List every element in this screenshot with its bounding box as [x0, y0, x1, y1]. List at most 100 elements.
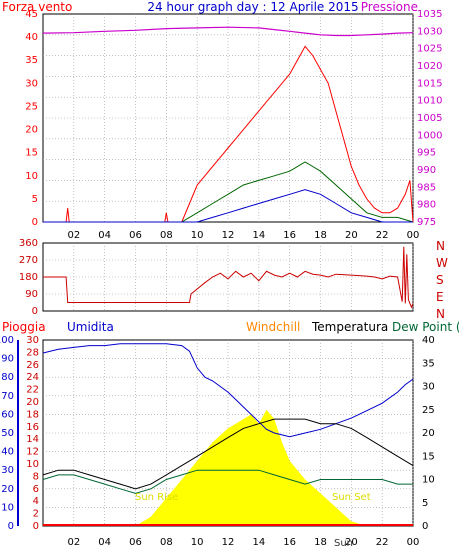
rain-y-tick: 26: [26, 360, 39, 371]
wind-y-tick: 10: [25, 171, 38, 182]
x-tick-label: 02: [67, 537, 80, 548]
pressure-y-tick: 975: [417, 217, 436, 228]
x-tick-label: 04: [98, 537, 111, 548]
temperature-y-tick: 20: [422, 428, 435, 439]
rain-y-tick: 22: [26, 385, 39, 396]
humidity-label: Umidita: [67, 320, 114, 334]
sunrise-label: Sun Rise: [135, 492, 178, 503]
chart-title: 24 hour graph day : 12 Aprile 2015: [147, 0, 358, 14]
rain-y-tick: 8: [33, 471, 39, 482]
direction-y-tick: 90: [25, 289, 38, 300]
pressure-y-tick: 980: [417, 200, 436, 211]
rain-y-tick: 12: [26, 447, 39, 458]
temperature-y-tick: 35: [422, 358, 435, 369]
line-dewpoint: [42, 469, 413, 494]
direction-series: [43, 246, 414, 309]
wind-y-tick: 35: [25, 55, 38, 66]
humidity-y-tick: 50: [1, 428, 14, 439]
x-tick-label: 00: [407, 230, 420, 241]
wind-y-tick: 5: [32, 194, 38, 205]
wind-grid: [43, 14, 414, 222]
direction-y-tick: 180: [19, 272, 38, 283]
temperature-y-tick: 25: [422, 405, 435, 416]
dewpoint-label: Dew Point (°C: [392, 320, 459, 334]
x-tick-label: 18: [314, 230, 327, 241]
x-tick-label: 12: [222, 537, 235, 548]
wind-y-tick: 40: [25, 32, 38, 43]
temperature-y-tick: 30: [422, 382, 435, 393]
wind-y-tick: 45: [25, 9, 38, 20]
humidity-y-tick: 100: [0, 335, 14, 346]
x-tick-label: 08: [160, 537, 173, 548]
x-tick-label: 16: [283, 230, 296, 241]
x-tick-label: 22: [376, 537, 389, 548]
direction-y-tick: 360: [19, 238, 38, 249]
compass-e: E: [436, 290, 444, 304]
compass-n-top: N: [436, 239, 445, 253]
x-tick-label: 06: [129, 230, 142, 241]
sun-label: Sun: [334, 538, 353, 549]
pressure-y-tick: 1005: [417, 113, 442, 124]
rain-label: Pioggia: [2, 320, 46, 334]
pressure-y-tick: 985: [417, 182, 436, 193]
temperature-y-tick: 40: [422, 335, 435, 346]
wind-y-tick: 0: [32, 217, 38, 228]
pressure-y-tick: 1030: [417, 26, 442, 37]
temperature-y-tick: 10: [422, 475, 435, 486]
x-tick-label: 14: [252, 537, 265, 548]
x-tick-label: 00: [407, 537, 420, 548]
rain-y-tick: 0: [33, 521, 39, 532]
pressure-y-tick: 1015: [417, 78, 442, 89]
wind-speed-label: Forza vento: [2, 0, 72, 14]
humidity-y-tick: 90: [1, 354, 14, 365]
pressure-y-tick: 990: [417, 165, 436, 176]
solar-area: [43, 409, 413, 526]
rain-y-tick: 10: [26, 459, 39, 470]
direction-line: [43, 246, 414, 309]
x-tick-label: 22: [376, 230, 389, 241]
temperature-y-tick: 0: [422, 521, 428, 532]
humidity-y-tick: 30: [1, 465, 14, 476]
x-tick-label: 18: [314, 537, 327, 548]
x-tick-label: 06: [129, 537, 142, 548]
pressure-y-tick: 1025: [417, 44, 442, 55]
humidity-y-tick: 40: [1, 447, 14, 458]
wind-line-pressure: [42, 26, 414, 37]
pressure-y-tick: 1010: [417, 96, 442, 107]
rain-y-tick: 24: [26, 372, 39, 383]
x-tick-label: 08: [160, 230, 173, 241]
rain-y-tick: 20: [26, 397, 39, 408]
pressure-y-tick: 1000: [417, 130, 442, 141]
wind-line-avg: [43, 161, 414, 223]
temperature-y-tick: 5: [422, 498, 428, 509]
direction-y-tick: 0: [32, 306, 38, 317]
x-tick-label: 10: [191, 230, 204, 241]
wind-panel: [42, 13, 414, 223]
pressure-y-tick: 1020: [417, 61, 442, 72]
wind-line-low: [43, 189, 413, 223]
x-tick-label: 16: [283, 537, 296, 548]
compass-s: S: [436, 273, 444, 287]
axis-labels: 0510152025303540459759809859909951000100…: [0, 9, 442, 548]
line-temperature: [42, 418, 414, 490]
rain-y-tick: 4: [33, 496, 39, 507]
wind-y-tick: 25: [25, 101, 38, 112]
humidity-y-tick: 60: [1, 409, 14, 420]
wind-y-tick: 15: [25, 148, 38, 159]
x-tick-label: 10: [191, 537, 204, 548]
direction-grid: [43, 243, 414, 311]
pressure-y-tick: 1035: [417, 9, 442, 20]
compass-w: W: [436, 256, 448, 270]
rain-y-tick: 6: [33, 484, 39, 495]
windchill-label: Windchill: [246, 320, 300, 334]
rain-y-tick: 30: [26, 335, 39, 346]
humidity-y-tick: 20: [1, 484, 14, 495]
rain-y-tick: 18: [26, 409, 39, 420]
x-tick-label: 12: [222, 230, 235, 241]
humidity-y-tick: 10: [1, 502, 14, 513]
sunset-label: Sun Set: [332, 492, 371, 503]
rain-y-tick: 14: [26, 434, 39, 445]
temperature-series: [42, 343, 414, 526]
x-tick-label: 14: [252, 230, 265, 241]
